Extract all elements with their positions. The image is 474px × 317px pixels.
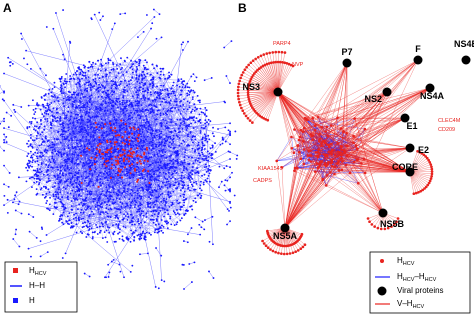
viral-node-label: NS3: [242, 82, 260, 92]
legend-text-part: –H: [414, 272, 424, 281]
legend-text-part: H: [397, 272, 403, 281]
viral-node-label: P7: [341, 47, 352, 57]
viral-node: [413, 55, 423, 65]
viral-node: [405, 143, 415, 153]
viral-node-label: NS4B: [454, 39, 474, 49]
legend-label: V–HHCV: [397, 299, 425, 310]
outer-edges: [0, 9, 238, 290]
legend-text-part: H: [397, 256, 403, 265]
host-label: PARP4: [273, 41, 291, 47]
legend-text-part: HCV: [425, 277, 437, 283]
host-label: CD209: [438, 127, 455, 133]
viral-node: [378, 208, 388, 218]
viral-node: [273, 87, 283, 97]
legend-text-part: H: [29, 266, 35, 275]
legend-swatch: [13, 298, 18, 303]
viral-node: [400, 113, 410, 123]
host-label: CLEC4M: [438, 118, 461, 124]
viral-node: [280, 223, 290, 233]
viral-host-edges: [237, 51, 433, 255]
viral-node-label: E2: [418, 145, 429, 155]
legend-text-part: HCV: [35, 271, 47, 277]
viral-node: [461, 55, 471, 65]
host-label: KIAA1549: [258, 166, 283, 172]
host-nodes: [236, 50, 434, 256]
legend-text-part: HCV: [403, 277, 415, 283]
legend-box: [369, 251, 471, 314]
legend-text-part: HCV: [403, 261, 415, 267]
legend-text-part: H–H: [29, 281, 45, 290]
network-a: [0, 8, 239, 290]
viral-node-label: NS5A: [273, 231, 298, 241]
legend-swatch: [13, 268, 18, 273]
host-label: NVP: [292, 62, 304, 68]
legend-label: HHCV–HHCV: [397, 272, 437, 283]
legend-label: HHCV: [29, 266, 47, 277]
legend-label: HHCV: [397, 256, 415, 267]
legend-text-part: HCV: [413, 304, 425, 310]
panel-label: B: [238, 1, 247, 15]
legend-swatch: [377, 286, 387, 296]
viral-node-label: NS2: [364, 94, 382, 104]
viral-node-label: CORE: [392, 162, 418, 172]
viral-node: [342, 58, 352, 68]
viral-node: [382, 87, 392, 97]
viral-node: [425, 83, 435, 93]
legend-label: H: [29, 296, 35, 305]
legend-text-part: H: [29, 296, 35, 305]
legend-swatch: [380, 259, 384, 263]
viral-node-label: NS5B: [380, 219, 405, 229]
legend-text-part: Viral proteins: [397, 286, 444, 295]
legend-label: H–H: [29, 281, 45, 290]
viral-node-label: F: [415, 44, 421, 54]
legend-label: Viral proteins: [397, 286, 444, 295]
legend-text-part: V–H: [397, 299, 413, 308]
viral-node: [405, 167, 415, 177]
panel-label: A: [3, 1, 12, 15]
host-label: CADPS: [253, 178, 272, 184]
hcv-nodes: [80, 119, 151, 188]
viral-node-label: E1: [406, 121, 417, 131]
viral-node-label: NS4A: [420, 91, 445, 101]
